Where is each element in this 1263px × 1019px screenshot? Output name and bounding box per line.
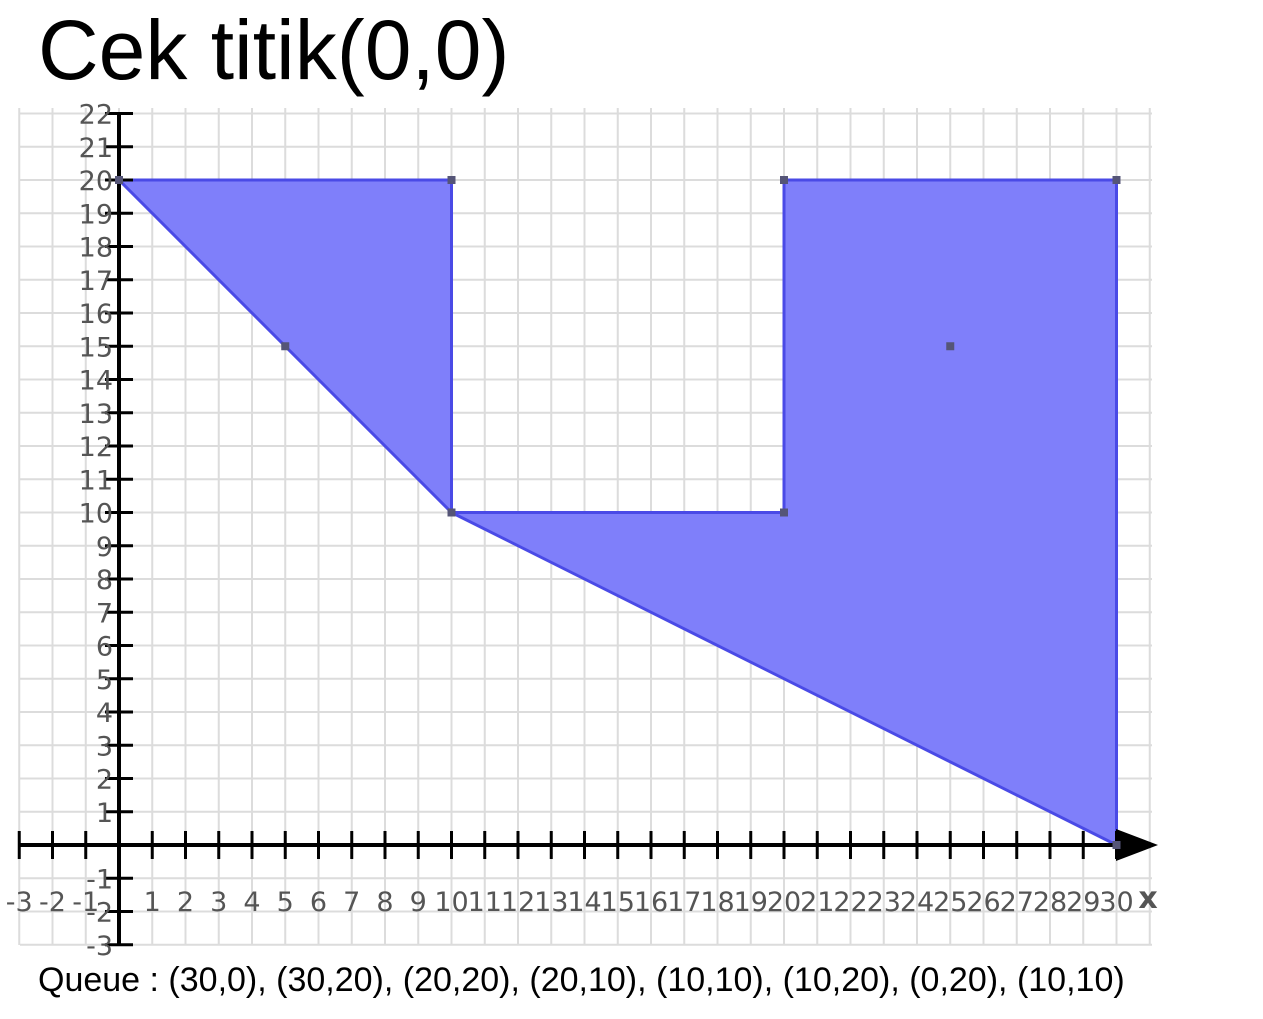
- x-tick-label: 13: [534, 887, 568, 918]
- x-tick-label: 8: [376, 887, 393, 918]
- x-tick-label: 5: [277, 887, 294, 918]
- y-tick-label: 16: [79, 299, 113, 330]
- slide-title: Cek titik(0,0): [38, 3, 510, 97]
- x-tick-label: 14: [567, 887, 601, 918]
- y-tick-label: 6: [96, 632, 113, 663]
- y-tick-label: -1: [86, 864, 113, 895]
- y-tick-label: 20: [79, 166, 113, 197]
- x-tick-label: 20: [767, 887, 801, 918]
- x-tick-label: 9: [410, 887, 427, 918]
- x-tick-label: 4: [243, 887, 260, 918]
- x-tick-label: 25: [933, 887, 967, 918]
- y-tick-label: 8: [96, 565, 113, 596]
- y-tick-label: 7: [96, 598, 113, 629]
- queue-caption: Queue : (30,0), (30,20), (20,20), (20,10…: [38, 961, 1125, 999]
- y-tick-label: 3: [96, 731, 113, 762]
- vertex-marker: [780, 176, 788, 184]
- vertex-marker: [780, 508, 788, 517]
- vertex-marker: [946, 342, 955, 351]
- x-tick-label: 1: [144, 887, 161, 918]
- y-tick-label: -3: [86, 931, 113, 962]
- y-tick-label: 11: [79, 465, 113, 496]
- x-tick-label: 26: [966, 887, 1000, 918]
- x-tick-label: 17: [667, 887, 701, 918]
- tick-labels: -3 -2 -1 1 2 3 4 5 6 7 8 9 1011121314151617181920212…: [6, 100, 1158, 962]
- vertex-marker: [115, 176, 123, 184]
- x-tick-label: 15: [601, 887, 635, 918]
- x-tick-label: 7: [343, 887, 360, 918]
- x-tick-label: -1: [72, 887, 99, 918]
- y-tick-label: 22: [79, 100, 113, 131]
- y-tick-label: 5: [96, 665, 113, 696]
- x-axis-label: x: [1138, 881, 1157, 916]
- x-tick-label: 28: [1033, 887, 1067, 918]
- vertex-marker: [1112, 841, 1121, 849]
- x-tick-label: -2: [39, 887, 66, 918]
- x-tick-label: 27: [1000, 887, 1034, 918]
- y-tick-label: 2: [96, 765, 113, 796]
- x-tick-label: 10: [434, 887, 468, 918]
- y-tick-label: 10: [79, 499, 113, 530]
- x-tick-label: 19: [734, 887, 768, 918]
- y-tick-label: 18: [79, 233, 113, 264]
- y-tick-label: 21: [79, 133, 113, 164]
- y-tick-label: 1: [96, 798, 113, 829]
- vertex-marker: [281, 342, 290, 351]
- axes: [17, 112, 1158, 947]
- vertex-markers: [115, 176, 1121, 849]
- x-tick-label: 3: [210, 887, 227, 918]
- y-tick-label: 9: [96, 532, 113, 563]
- y-tick-label: 14: [79, 366, 113, 397]
- x-tick-label: 6: [310, 887, 327, 918]
- y-tick-label: 4: [96, 698, 113, 729]
- x-tick-label: 30: [1099, 887, 1133, 918]
- y-tick-label: 12: [79, 432, 113, 463]
- vertex-marker: [1112, 176, 1121, 184]
- vertex-marker: [447, 176, 456, 184]
- y-tick-label: 19: [79, 199, 113, 230]
- x-tick-label: 11: [468, 887, 502, 918]
- x-tick-label: 12: [501, 887, 535, 918]
- x-tick-label: 23: [867, 887, 901, 918]
- y-tick-label: -2: [86, 898, 113, 929]
- x-tick-label: -3: [6, 887, 33, 918]
- x-tick-label: 22: [833, 887, 867, 918]
- x-tick-label: 29: [1066, 887, 1100, 918]
- x-tick-label: 18: [700, 887, 734, 918]
- x-axis-arrow: [1116, 829, 1158, 861]
- y-tick-label: 15: [79, 332, 113, 363]
- x-tick-label: 21: [800, 887, 834, 918]
- x-tick-label: 2: [177, 887, 194, 918]
- y-tick-label: 17: [79, 266, 113, 297]
- vertex-marker: [447, 508, 456, 517]
- y-tick-label: 13: [79, 399, 113, 430]
- x-tick-label: 16: [634, 887, 668, 918]
- x-tick-label: 24: [900, 887, 934, 918]
